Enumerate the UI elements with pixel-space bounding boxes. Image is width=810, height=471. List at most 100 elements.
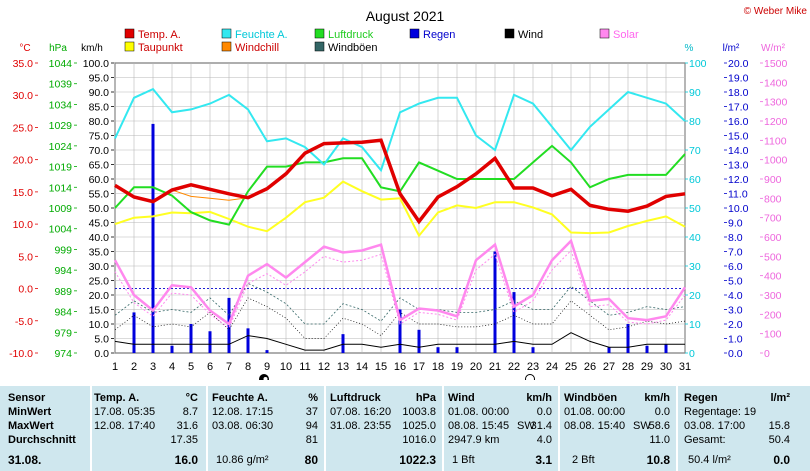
pressure-axis-tick: 1014 <box>49 182 73 194</box>
rain-axis-tick: 3.0 <box>728 305 743 317</box>
temp-max-time: 12.08. 17:40 <box>94 420 156 432</box>
rain-axis-tick: 1.0 <box>728 334 743 346</box>
pressure-header: Luftdruck <box>330 392 381 404</box>
humidity-unit: % <box>685 43 694 54</box>
x-tick-label: 14 <box>356 361 368 373</box>
wind-axis-tick: 0.0 <box>94 348 109 360</box>
temp-avg-value: 17.35 <box>170 434 198 446</box>
x-tick-label: 1 <box>112 361 118 373</box>
pressure-unit-label: hPa <box>415 392 436 404</box>
humidity-axis-tick: 90 <box>689 87 701 99</box>
rain-total-value: 50.4 <box>768 434 790 446</box>
x-tick-label: 26 <box>584 361 596 373</box>
x-tick-label: 17 <box>413 361 425 373</box>
x-tick-label: 6 <box>207 361 213 373</box>
x-tick-label: 9 <box>264 361 270 373</box>
rain-bar <box>455 347 459 353</box>
rain-axis-tick: 17.0 <box>728 102 749 114</box>
rain-axis-tick: 12.0 <box>728 174 749 186</box>
x-tick-label: 7 <box>226 361 232 373</box>
humidity-axis-tick: 0 <box>689 348 695 360</box>
stats-gusts-block: Windböen km/h 01.08. 00:00 0.0 08.08. 15:4… <box>560 386 674 471</box>
x-tick-label: 21 <box>489 361 501 373</box>
legend-label-2: Luftdruck <box>328 29 374 41</box>
gusts-line <box>114 282 686 325</box>
legend-swatch-7 <box>221 41 232 52</box>
rain-axis-tick: 13.0 <box>728 160 749 172</box>
wind-axis-tick: 20.0 <box>89 290 110 302</box>
legend-label-5: Solar <box>613 29 639 41</box>
pressure-axis-tick: 994 <box>54 265 72 277</box>
solar-line <box>113 238 687 326</box>
wind-axis-tick: 70.0 <box>89 145 110 157</box>
gusts-max-direction: SW <box>633 420 651 432</box>
plot-grid <box>114 62 686 354</box>
temp-header: Temp. A. <box>94 392 140 404</box>
humidity-avg-value: 81 <box>305 434 318 446</box>
solar-axis-tick: 100 <box>764 329 782 341</box>
pressure-max-time: 31.08. 23:55 <box>330 420 392 432</box>
pressure-axis-tick: 999 <box>54 244 72 256</box>
pressure-axis-tick: 974 <box>54 348 72 360</box>
x-tick-label: 24 <box>546 361 558 373</box>
rain-axis-tick: 7.0 <box>728 247 743 259</box>
wind-axis-tick: 55.0 <box>89 189 110 201</box>
rain-unit: l/m² <box>723 43 740 54</box>
temperature-line <box>114 138 686 225</box>
solar-axis-tick: 0 <box>764 348 770 360</box>
humidity-axis-tick: 40 <box>689 232 701 244</box>
x-tick-label: 30 <box>660 361 672 373</box>
pressure-axis-tick: 984 <box>54 307 72 319</box>
pressure-unit: hPa <box>49 43 67 54</box>
rain-bar <box>417 329 421 353</box>
pressure-axis-tick: 1019 <box>49 162 73 174</box>
pressure-axis-tick: 989 <box>54 286 72 298</box>
humidity-axis-tick: 10 <box>689 319 701 331</box>
stats-pressure-block: Luftdruck hPa 07.08. 16:20 1003.8 31.08. 2… <box>326 386 440 471</box>
rain-bar <box>493 251 497 353</box>
solar-axis-tick: 800 <box>764 193 782 205</box>
temp-axis-tick: 35.0 <box>13 58 34 70</box>
stats-temp-block: Temp. A. °C 17.08. 05:35 8.7 12.08. 17:40 3… <box>92 386 202 471</box>
rain-axis-tick: 18.0 <box>728 87 749 99</box>
rain-bar <box>265 350 269 353</box>
wind-max-time: 08.08. 15:45 <box>448 420 510 432</box>
pressure-max-value: 1025.0 <box>402 420 436 432</box>
gusts-max-value: 58.6 <box>648 420 670 432</box>
axes: 35.0 30.0 25.0 20.0 15.0 10.0 5.0 0.0 -5.0 -10.0 1… <box>9 58 787 360</box>
humidity-min-value: 37 <box>305 406 318 418</box>
legend-swatch-2 <box>314 28 325 39</box>
legend-label-1: Feuchte A. <box>235 29 288 41</box>
temp-current-value: 16.0 <box>174 453 198 467</box>
humidity-axis-tick: 30 <box>689 261 701 273</box>
solar-axis-tick: 900 <box>764 174 782 186</box>
x-tick-label: 8 <box>245 361 251 373</box>
temp-unit-label: °C <box>185 392 198 404</box>
wind-axis-tick: 30.0 <box>89 261 110 273</box>
wind-axis-tick: 45.0 <box>89 218 110 230</box>
humidity-line <box>114 87 686 173</box>
rain-bar <box>436 347 440 353</box>
chart-title: August 2021 <box>366 8 445 24</box>
humidity-axis-tick: 50 <box>689 203 701 215</box>
rain-bar <box>189 324 193 353</box>
wind-avg-value: 4.0 <box>536 434 552 446</box>
stats-humidity-block: Feuchte A.% 12.08. 17:15 37 03.08. 06:30 9… <box>208 386 322 471</box>
temp-axis-tick: 30.0 <box>13 90 34 102</box>
x-tick-label: 20 <box>470 361 482 373</box>
wind-current-value: 3.1 <box>535 453 552 467</box>
rain-bar <box>645 345 649 353</box>
wind-unit-label: km/h <box>526 392 552 404</box>
current-date: 31.08. <box>8 453 42 467</box>
rain-axis-tick: 5.0 <box>728 276 743 288</box>
wind-axis-tick: 95.0 <box>89 73 110 85</box>
solar-axis-tick: 400 <box>764 271 782 283</box>
x-tick-label: 10 <box>280 361 292 373</box>
solar-axis-tick: 700 <box>764 213 782 225</box>
wind-axis-tick: 15.0 <box>89 305 110 317</box>
temp-max-value: 31.6 <box>176 420 198 432</box>
rain-axis-tick: 4.0 <box>728 290 743 302</box>
rain-axis-tick: 2.0 <box>728 319 743 331</box>
rain-axis-tick: 6.0 <box>728 261 743 273</box>
weather-chart: August 2021 © Weber Mike Temp. A. Feuchte… <box>9 6 807 380</box>
